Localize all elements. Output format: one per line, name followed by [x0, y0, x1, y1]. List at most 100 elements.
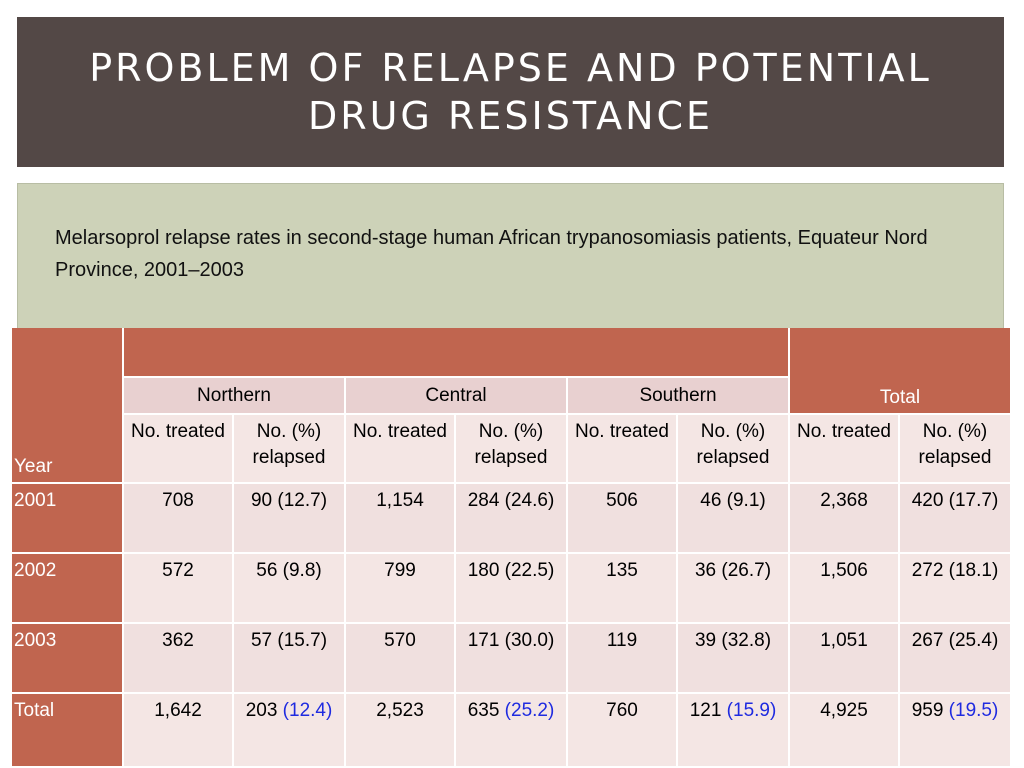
content-box: Melarsoprol relapse rates in second-stag…	[17, 183, 1004, 333]
cell-relapsed: 171 (30.0)	[456, 624, 568, 694]
subheader-treated: No. treated	[124, 415, 234, 484]
subheader-relapsed-label: No. (%) relapsed	[696, 421, 770, 468]
region-label: Northern	[197, 384, 271, 406]
cell-relapsed: 39 (32.8)	[678, 624, 790, 694]
relapse-table: Year Northern Central Southern Total No. trea…	[12, 328, 1012, 768]
value-relapsed: 36 (26.7)	[694, 560, 772, 581]
value-total-relapsed-n: 203	[245, 700, 283, 721]
cell-total-relapsed: 121 (15.9)	[678, 694, 790, 768]
value-total-relapsed-n: 635	[467, 700, 505, 721]
value-relapsed: 46 (9.1)	[700, 490, 766, 511]
row-year-label: 2002	[14, 560, 57, 581]
cell-treated: 2,368	[790, 484, 900, 554]
value-total-relapsed: 635 (25.2)	[468, 700, 555, 766]
value-total-relapsed: 959 (19.5)	[912, 700, 999, 766]
value-total-relapsed-pct: (15.9)	[726, 700, 777, 721]
cell-total-treated: 4,925	[790, 694, 900, 768]
cell-treated: 1,051	[790, 624, 900, 694]
row-year-2001: 2001	[12, 484, 124, 554]
value-total-treated: 1,642	[154, 700, 202, 721]
cell-relapsed: 46 (9.1)	[678, 484, 790, 554]
value-relapsed: 56 (9.8)	[256, 560, 322, 581]
cell-relapsed: 180 (22.5)	[456, 554, 568, 624]
cell-relapsed: 36 (26.7)	[678, 554, 790, 624]
value-treated: 2,368	[820, 490, 868, 511]
value-total-treated: 2,523	[376, 700, 424, 721]
cell-relapsed: 284 (24.6)	[456, 484, 568, 554]
region-header-northern: Northern	[124, 378, 346, 415]
value-total-treated: 760	[606, 700, 638, 721]
row-year-2002: 2002	[12, 554, 124, 624]
subheader-relapsed-label: No. (%) relapsed	[918, 421, 992, 468]
value-treated: 799	[384, 560, 416, 581]
value-total-relapsed-pct: (19.5)	[948, 700, 999, 721]
value-relapsed: 90 (12.7)	[250, 490, 328, 511]
cell-relapsed: 272 (18.1)	[900, 554, 1012, 624]
cell-treated: 362	[124, 624, 234, 694]
value-total-relapsed-n: 121	[689, 700, 727, 721]
subheader-relapsed: No. (%) relapsed	[456, 415, 568, 484]
cell-total-relapsed: 959 (19.5)	[900, 694, 1012, 768]
value-relapsed: 267 (25.4)	[911, 630, 999, 651]
value-treated: 708	[162, 490, 194, 511]
value-relapsed: 57 (15.7)	[250, 630, 328, 651]
cell-relapsed: 57 (15.7)	[234, 624, 346, 694]
cell-treated: 506	[568, 484, 678, 554]
value-total-relapsed-pct: (25.2)	[504, 700, 555, 721]
value-total-relapsed-pct: (12.4)	[282, 700, 333, 721]
year-header: Year	[14, 456, 53, 477]
total-header-cell: Total	[790, 328, 1012, 415]
cell-relapsed: 267 (25.4)	[900, 624, 1012, 694]
value-relapsed: 420 (17.7)	[911, 490, 999, 511]
subheader-relapsed: No. (%) relapsed	[900, 415, 1012, 484]
cell-total-relapsed: 203 (12.4)	[234, 694, 346, 768]
value-relapsed: 284 (24.6)	[467, 490, 555, 511]
value-treated: 1,506	[820, 560, 868, 581]
value-treated: 1,154	[376, 490, 424, 511]
subheader-treated-label: No. treated	[575, 421, 669, 442]
value-treated: 570	[384, 630, 416, 651]
subheader-treated-label: No. treated	[353, 421, 447, 442]
cell-treated: 570	[346, 624, 456, 694]
subheader-relapsed-label: No. (%) relapsed	[252, 421, 326, 468]
row-year-2003: 2003	[12, 624, 124, 694]
value-relapsed: 39 (32.8)	[694, 630, 772, 651]
cell-treated: 572	[124, 554, 234, 624]
cell-relapsed: 420 (17.7)	[900, 484, 1012, 554]
value-total-relapsed: 121 (15.9)	[690, 700, 777, 766]
region-band	[124, 328, 790, 378]
total-header: Total	[879, 387, 921, 408]
cell-treated: 1,506	[790, 554, 900, 624]
value-relapsed: 180 (22.5)	[467, 560, 555, 581]
subheader-relapsed: No. (%) relapsed	[678, 415, 790, 484]
subheader-treated: No. treated	[568, 415, 678, 484]
row-total-label: Total	[14, 700, 55, 721]
value-treated: 506	[606, 490, 638, 511]
cell-treated: 708	[124, 484, 234, 554]
cell-treated: 135	[568, 554, 678, 624]
slide-title: PROBLEM OF RELAPSE AND POTENTIAL DRUG RE…	[89, 46, 932, 138]
subheader-treated: No. treated	[346, 415, 456, 484]
value-total-relapsed-n: 959	[911, 700, 949, 721]
value-treated: 362	[162, 630, 194, 651]
row-year-label: 2003	[14, 630, 57, 651]
value-treated: 1,051	[820, 630, 868, 651]
subheader-relapsed-label: No. (%) relapsed	[474, 421, 548, 468]
cell-total-relapsed: 635 (25.2)	[456, 694, 568, 768]
value-total-treated: 4,925	[820, 700, 868, 721]
region-label: Central	[425, 384, 487, 406]
subheader-treated: No. treated	[790, 415, 900, 484]
cell-total-treated: 2,523	[346, 694, 456, 768]
cell-treated: 119	[568, 624, 678, 694]
cell-total-treated: 760	[568, 694, 678, 768]
cell-relapsed: 56 (9.8)	[234, 554, 346, 624]
cell-treated: 799	[346, 554, 456, 624]
year-header-cell: Year	[12, 328, 124, 484]
cell-relapsed: 90 (12.7)	[234, 484, 346, 554]
title-bar: PROBLEM OF RELAPSE AND POTENTIAL DRUG RE…	[17, 17, 1004, 167]
value-relapsed: 272 (18.1)	[911, 560, 999, 581]
value-relapsed: 171 (30.0)	[467, 630, 555, 651]
value-treated: 119	[606, 630, 638, 651]
cell-treated: 1,154	[346, 484, 456, 554]
value-treated: 135	[606, 560, 638, 581]
